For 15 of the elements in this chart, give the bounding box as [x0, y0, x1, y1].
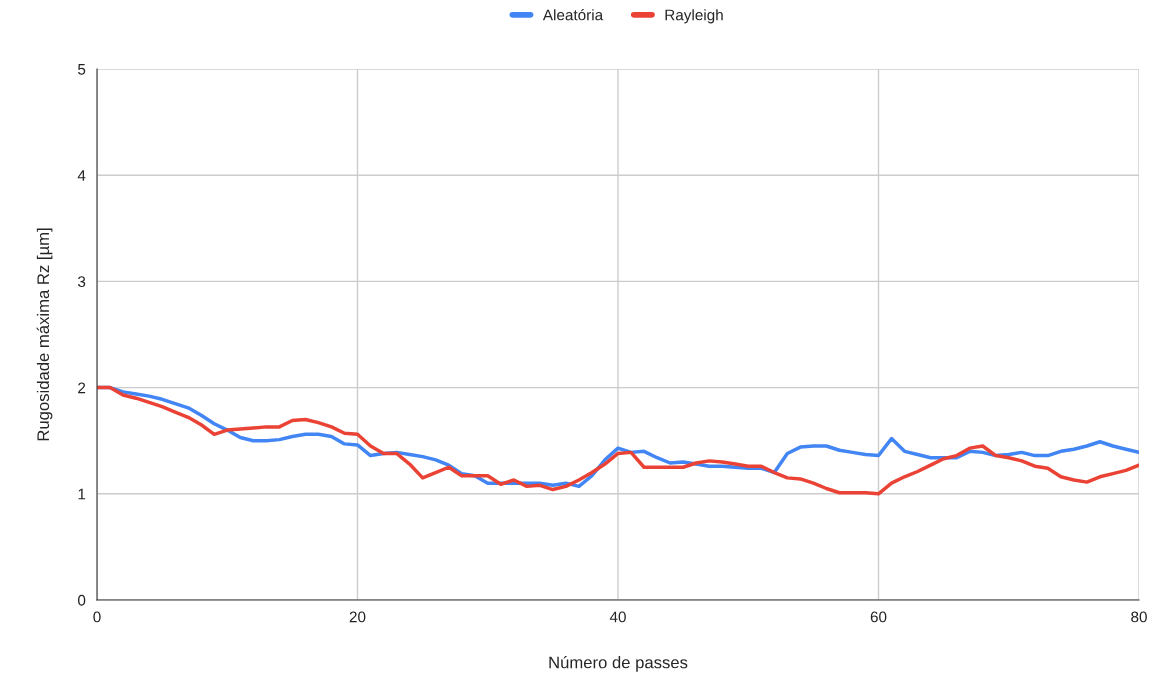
x-tick-label: 0 [93, 611, 101, 623]
x-tick-label: 60 [870, 611, 887, 623]
x-tick-label: 40 [609, 611, 626, 623]
x-tick-label: 20 [349, 611, 366, 623]
y-axis-title: Rugosidade máxima Rz [µm] [36, 228, 53, 441]
y-tick-label: 2 [78, 382, 86, 394]
y-tick-label: 0 [77, 594, 86, 606]
y-tick-label: 3 [77, 276, 86, 288]
y-tick-label: 5 [78, 64, 86, 75]
y-tick-label: 1 [78, 488, 86, 500]
y-tick-label: 4 [77, 170, 86, 181]
legend-label: Aleatória [542, 8, 604, 21]
x-axis-title: Número de passes [549, 655, 688, 672]
legend-label: Rayleigh [665, 9, 723, 24]
x-tick-label: 80 [1131, 611, 1147, 623]
